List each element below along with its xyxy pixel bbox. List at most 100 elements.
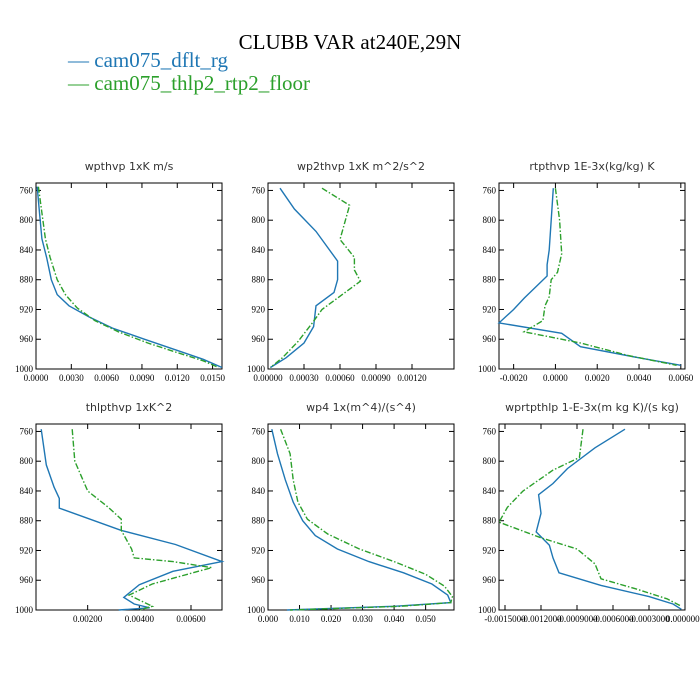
x-tick-label: 0.00060 [325, 373, 355, 383]
x-tick-label: 0.030 [352, 614, 373, 624]
y-tick-label: 1000 [478, 605, 497, 615]
x-tick-label: -0.0003000 [628, 614, 670, 624]
x-tick-label: 0.00090 [361, 373, 391, 383]
x-tick-label: 0.010 [289, 614, 310, 624]
y-tick-label: 800 [252, 456, 266, 466]
x-tick-label: -0.0015000 [484, 614, 526, 624]
x-tick-label: 0.0000000 [666, 614, 700, 624]
series-line-dflt-rg [497, 188, 681, 366]
y-tick-label: 840 [20, 486, 34, 496]
series-line-thlp2-rtp2-floor [37, 186, 219, 369]
y-tick-label: 880 [252, 275, 266, 285]
y-tick-label: 800 [252, 215, 266, 225]
y-tick-label: 840 [252, 486, 266, 496]
x-tick-label: 0.00120 [397, 373, 427, 383]
y-tick-label: 960 [20, 575, 34, 585]
y-tick-label: 960 [252, 575, 266, 585]
x-tick-label: 0.00200 [73, 614, 103, 624]
y-tick-label: 840 [483, 245, 497, 255]
y-tick-label: 760 [483, 185, 497, 195]
y-tick-label: 880 [20, 516, 34, 526]
panel-title: wpthvp 1xK m/s [85, 160, 174, 173]
x-tick-label: -0.0012000 [520, 614, 562, 624]
series-line-dflt-rg [40, 429, 225, 611]
y-tick-label: 800 [20, 456, 34, 466]
legend-entry-thlp2-rtp2-floor: — cam075_thlp2_rtp2_floor [68, 71, 311, 95]
panel-title: wp2thvp 1xK m^2/s^2 [297, 160, 425, 173]
series-line-thlp2-rtp2-floor [522, 188, 677, 366]
y-tick-label: 760 [20, 185, 34, 195]
y-tick-label: 1000 [15, 364, 34, 374]
x-tick-label: -0.0006000 [592, 614, 634, 624]
y-tick-label: 920 [483, 545, 497, 555]
x-tick-label: 0.00600 [176, 614, 206, 624]
x-tick-label: 0.00000 [253, 373, 283, 383]
y-tick-label: 880 [483, 516, 497, 526]
series-line-thlp2-rtp2-floor [71, 429, 212, 611]
x-tick-label: 0.050 [416, 614, 437, 624]
x-tick-label: 0.0060 [94, 373, 119, 383]
y-tick-label: 800 [483, 215, 497, 225]
series-line-dflt-rg [270, 187, 339, 369]
y-tick-label: 880 [483, 275, 497, 285]
x-tick-label: -0.0020 [500, 373, 528, 383]
series-line-thlp2-rtp2-floor [279, 428, 454, 611]
x-tick-label: 0.00400 [125, 614, 155, 624]
y-tick-label: 920 [252, 545, 266, 555]
x-tick-label: 0.0000 [543, 373, 568, 383]
y-tick-label: 760 [20, 426, 34, 436]
y-tick-label: 840 [252, 245, 266, 255]
x-tick-label: 0.000 [258, 614, 279, 624]
y-tick-label: 920 [483, 304, 497, 314]
panel-frame [35, 423, 223, 611]
x-tick-label: 0.00030 [289, 373, 319, 383]
panel-frame [267, 182, 455, 370]
series-line-thlp2-rtp2-floor [497, 429, 682, 607]
y-tick-label: 760 [252, 426, 266, 436]
series-line-thlp2-rtp2-floor [269, 187, 362, 369]
legend-entry-dflt-rg: — cam075_dflt_rg [68, 48, 229, 72]
panel-frame [35, 182, 223, 370]
y-tick-label: 880 [252, 516, 266, 526]
y-tick-label: 960 [483, 575, 497, 585]
y-tick-label: 960 [483, 334, 497, 344]
series-line-dflt-rg [36, 186, 223, 369]
panel-frame [267, 423, 455, 611]
x-tick-label: 0.0020 [585, 373, 610, 383]
x-tick-label: 0.0040 [627, 373, 652, 383]
x-tick-label: 0.0030 [59, 373, 84, 383]
y-tick-label: 800 [20, 215, 34, 225]
x-tick-label: 0.0060 [668, 373, 693, 383]
y-tick-label: 920 [20, 304, 34, 314]
x-tick-label: 0.020 [321, 614, 342, 624]
x-tick-label: 0.0150 [200, 373, 225, 383]
y-tick-label: 960 [252, 334, 266, 344]
y-tick-label: 960 [20, 334, 34, 344]
x-tick-label: 0.0000 [24, 373, 49, 383]
y-tick-label: 1000 [478, 364, 497, 374]
y-tick-label: 840 [483, 486, 497, 496]
panel-title: wprtpthlp 1-E-3x(m kg K)/(s kg) [505, 401, 679, 414]
y-tick-label: 760 [483, 426, 497, 436]
panel-title: wp4 1x(m^4)/(s^4) [306, 401, 416, 414]
panel-title: thlpthvp 1xK^2 [86, 401, 173, 414]
panel-title: rtpthvp 1E-3x(kg/kg) K [529, 160, 655, 173]
y-tick-label: 1000 [247, 364, 266, 374]
y-tick-label: 1000 [247, 605, 266, 615]
series-line-dflt-rg [271, 429, 452, 611]
y-tick-label: 920 [252, 304, 266, 314]
x-tick-label: 0.0090 [130, 373, 155, 383]
x-tick-label: -0.0009000 [556, 614, 598, 624]
series-line-dflt-rg [535, 428, 682, 610]
y-tick-label: 880 [20, 275, 34, 285]
y-tick-label: 800 [483, 456, 497, 466]
y-tick-label: 920 [20, 545, 34, 555]
y-tick-label: 1000 [15, 605, 34, 615]
panel-frame [498, 423, 686, 611]
panel-frame [498, 182, 686, 370]
y-tick-label: 760 [252, 185, 266, 195]
y-tick-label: 840 [20, 245, 34, 255]
x-tick-label: 0.040 [384, 614, 405, 624]
figure-title: CLUBB VAR at240E,29N [238, 30, 462, 54]
